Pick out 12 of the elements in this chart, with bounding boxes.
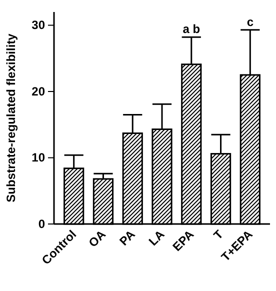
y-axis-title: Substrate-regulated flexibility <box>4 33 18 202</box>
y-tick-label: 30 <box>32 18 46 32</box>
x-tick-label: EPA <box>170 227 197 254</box>
x-tick-label: T <box>210 226 226 242</box>
y-tick-label: 10 <box>32 150 46 165</box>
annotation: a b <box>182 22 200 36</box>
annotation: c <box>246 14 254 29</box>
y-tick-label: 0 <box>38 216 46 231</box>
y-tick-label: 20 <box>32 84 46 98</box>
x-tick-label: LA <box>146 227 168 249</box>
x-tick-label: OA <box>86 227 109 250</box>
x-tick-label: PA <box>116 227 138 248</box>
